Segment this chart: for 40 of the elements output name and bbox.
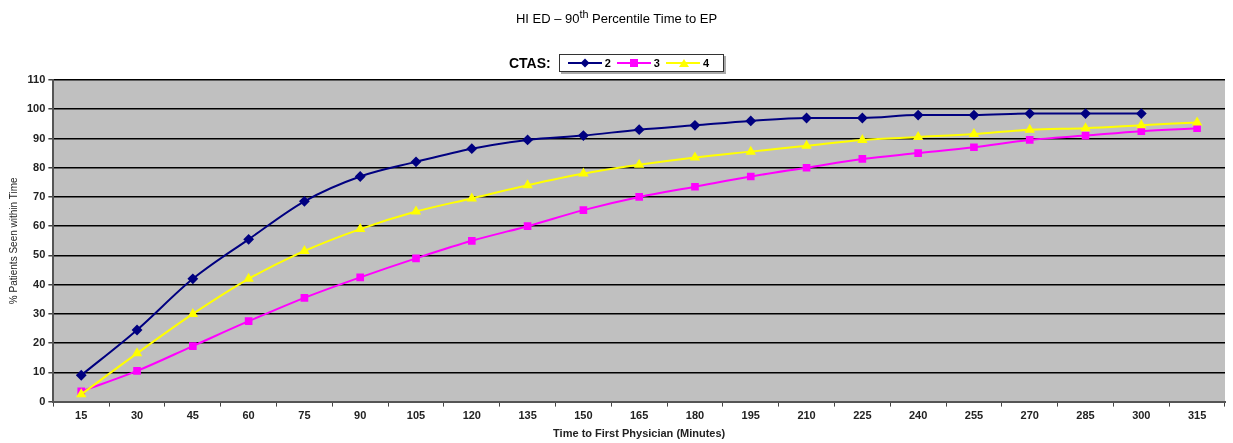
- y-tick-label: 70: [33, 189, 46, 202]
- y-tick-label: 0: [39, 394, 46, 407]
- y-tick-label: 90: [33, 131, 46, 144]
- x-tick-label: 75: [298, 409, 311, 422]
- y-tick-label: 50: [33, 248, 46, 261]
- legend-title: CTAS:: [508, 55, 551, 71]
- legend-label: 2: [604, 57, 611, 69]
- x-tick-label: 105: [406, 409, 426, 422]
- chart-title: HI ED – 90$^{th}$ Percentile Time to EP: [514, 8, 719, 27]
- x-tick-label: 90: [354, 409, 367, 422]
- y-tick-label: 80: [33, 160, 46, 173]
- x-tick-label: 15: [75, 409, 88, 422]
- x-tick-label: 165: [630, 409, 649, 422]
- x-tick-label: 45: [186, 409, 199, 422]
- y-tick-label: 20: [33, 336, 46, 349]
- x-tick-label: 270: [1020, 409, 1039, 422]
- x-tick-label: 30: [130, 409, 144, 422]
- x-axis-title: Time to First Physician (Minutes): [553, 427, 726, 440]
- x-tick-label: 300: [1132, 409, 1151, 422]
- legend-label: 4: [702, 57, 710, 69]
- x-tick-label: 180: [685, 409, 705, 422]
- y-tick-label: 30: [33, 306, 46, 319]
- legend-label: 3: [653, 57, 660, 69]
- y-tick-label: 10: [33, 365, 46, 378]
- x-tick-label: 240: [908, 409, 928, 422]
- x-tick-label: 60: [242, 409, 255, 422]
- y-tick-label: 60: [33, 219, 46, 232]
- x-tick-label: 285: [1076, 409, 1095, 422]
- x-tick-label: 225: [853, 409, 872, 422]
- x-tick-label: 315: [1187, 409, 1207, 422]
- x-tick-label: 255: [964, 409, 984, 422]
- x-tick-label: 135: [518, 409, 537, 422]
- y-tick-label: 100: [26, 102, 46, 115]
- x-tick-label: 210: [797, 409, 816, 422]
- x-tick-label: 195: [741, 409, 760, 422]
- y-axis-title: % Patients Seen within Time: [7, 177, 19, 305]
- x-tick-label: 120: [462, 409, 481, 422]
- y-tick-label: 40: [33, 277, 46, 290]
- y-tick-label: 110: [27, 73, 46, 86]
- x-tick-label: 150: [574, 409, 593, 422]
